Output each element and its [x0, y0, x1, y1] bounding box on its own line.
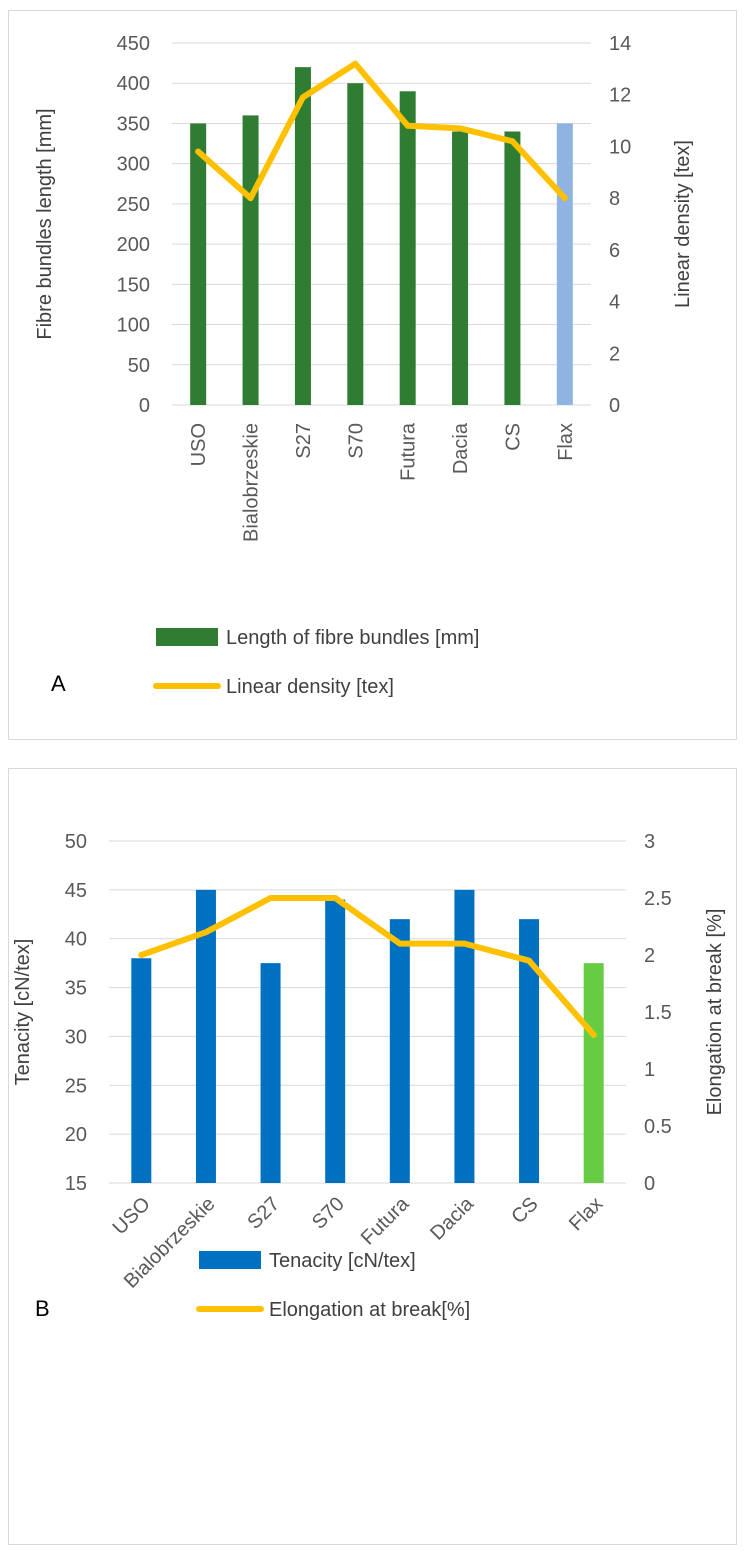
bar-bialobrzeskie [195, 889, 216, 1183]
x-tick-label: Flax [565, 1193, 607, 1235]
y-tick-label: 450 [117, 33, 150, 55]
bar-s70 [347, 83, 364, 405]
bar-dacia [454, 889, 475, 1183]
y2-tick-label: 1 [644, 1059, 655, 1081]
y-tick-label: 50 [65, 831, 87, 853]
y2-tick-label: 14 [609, 33, 631, 55]
y-tick-label: 0 [139, 395, 150, 417]
y2-tick-label: 4 [609, 292, 620, 314]
x-tick-label: USO [109, 1193, 155, 1239]
x-tick-label: Bialobrzeskie [241, 423, 263, 542]
legend-label-bars: Tenacity [cN/tex] [269, 1250, 416, 1272]
line-point-futura [396, 940, 403, 947]
y2-tick-label: 3 [644, 831, 655, 853]
y-tick-label: 40 [65, 929, 87, 951]
y2-tick-label: 0 [644, 1173, 655, 1195]
x-tick-label: USO [188, 423, 210, 466]
y-tick-label: 30 [65, 1026, 87, 1048]
y2-tick-label: 6 [609, 240, 620, 262]
x-tick-label: S27 [243, 1193, 284, 1234]
y2-tick-label: 2 [644, 945, 655, 967]
line-point-dacia [457, 125, 464, 132]
x-tick-label: Dacia [450, 422, 472, 474]
bar-flax [583, 963, 604, 1183]
y-tick-label: 50 [128, 355, 150, 377]
line-point-uso [195, 148, 202, 155]
line-point-s27 [299, 94, 306, 101]
x-tick-label: Futura [357, 1192, 414, 1249]
chart-panel-b: 15 20 25 30 35 40 45 50 0 0.5 1 1.5 2 2.5 3 USO Bialobrz… [8, 768, 737, 1545]
panel-label: A [51, 671, 66, 696]
y-tick-label: 350 [117, 113, 150, 135]
y2-tick-label: 2 [609, 343, 620, 365]
y2-tick-label: 8 [609, 188, 620, 210]
chart-panel-a: 0 50 100 150 200 250 300 350 400 450 0 2 4 6 8 10 12 14 US… [8, 10, 737, 740]
y-axis-title: Fibre bundles length [mm] [34, 108, 56, 339]
y-tick-label: 100 [117, 315, 150, 337]
bar-bialobrzeskie [242, 115, 259, 406]
line-point-flax [561, 195, 568, 202]
x-tick-label: S70 [345, 423, 367, 459]
x-tick-label: CS [507, 1193, 542, 1228]
y2-tick-label: 0 [609, 395, 620, 417]
bar-s70 [325, 899, 346, 1183]
x-tick-label: S27 [293, 423, 315, 459]
y2-tick-label: 0.5 [644, 1116, 672, 1138]
legend-swatch-bars [199, 1251, 261, 1269]
bar-s27 [294, 67, 311, 405]
y2-tick-label: 10 [609, 136, 631, 158]
x-tick-label: CS [502, 423, 524, 451]
legend-swatch-bars [156, 628, 218, 646]
line-point-s70 [332, 895, 339, 901]
y-tick-label: 35 [65, 978, 87, 1000]
y2-tick-label: 2.5 [644, 888, 672, 910]
x-tick-label: S70 [308, 1193, 349, 1234]
line-point-s27 [267, 895, 274, 901]
chart-a-svg: 0 50 100 150 200 250 300 350 400 450 0 2 4 6 8 10 12 14 US… [34, 33, 694, 698]
line-series [195, 60, 568, 202]
y-tick-label: 150 [117, 274, 150, 296]
line-point-bialobrzeskie [202, 929, 209, 936]
y-tick-label: 200 [117, 234, 150, 256]
legend-label-line: Linear density [tex] [226, 676, 394, 698]
line-series [138, 895, 597, 1038]
y-axis-title: Tenacity [cN/tex] [12, 939, 34, 1086]
y2-tick-label: 12 [609, 85, 631, 107]
y-tick-label: 45 [65, 880, 87, 902]
y2-axis-title: Linear density [tex] [672, 140, 694, 308]
bar-s27 [260, 963, 281, 1183]
y-tick-label: 15 [65, 1173, 87, 1195]
bar-futura [389, 919, 410, 1183]
line-point-bialobrzeskie [247, 195, 254, 202]
y2-axis-title: Elongation at break [%] [704, 909, 726, 1116]
legend-label-line: Elongation at break[%] [269, 1299, 470, 1321]
line-point-uso [138, 952, 145, 958]
bar-flax [556, 123, 573, 405]
y-tick-label: 25 [65, 1075, 87, 1097]
bar-uso [190, 123, 207, 405]
panel-label: B [35, 1296, 50, 1321]
line-point-cs [526, 957, 533, 964]
bar-cs [519, 919, 540, 1183]
line-point-cs [509, 138, 516, 145]
bar-futura [399, 91, 416, 406]
x-tick-label: Futura [398, 422, 420, 481]
line-point-dacia [461, 940, 468, 947]
y-tick-label: 400 [117, 73, 150, 95]
y-tick-label: 20 [65, 1124, 87, 1146]
bar-cs [504, 131, 521, 405]
chart-b-svg: 152025303540455000.511.522.53USOBialobrz… [12, 831, 726, 1321]
bar-uso [131, 958, 152, 1183]
line-point-futura [404, 122, 411, 129]
x-tick-label: Dacia [426, 1192, 478, 1244]
y2-tick-label: 1.5 [644, 1002, 672, 1024]
x-tick-label: Flax [555, 423, 577, 461]
y-tick-label: 300 [117, 154, 150, 176]
y-tick-label: 250 [117, 194, 150, 216]
legend-label-bars: Length of fibre bundles [mm] [226, 627, 479, 649]
line-point-flax [590, 1031, 597, 1038]
line-point-s70 [352, 60, 359, 67]
bar-dacia [452, 131, 469, 405]
